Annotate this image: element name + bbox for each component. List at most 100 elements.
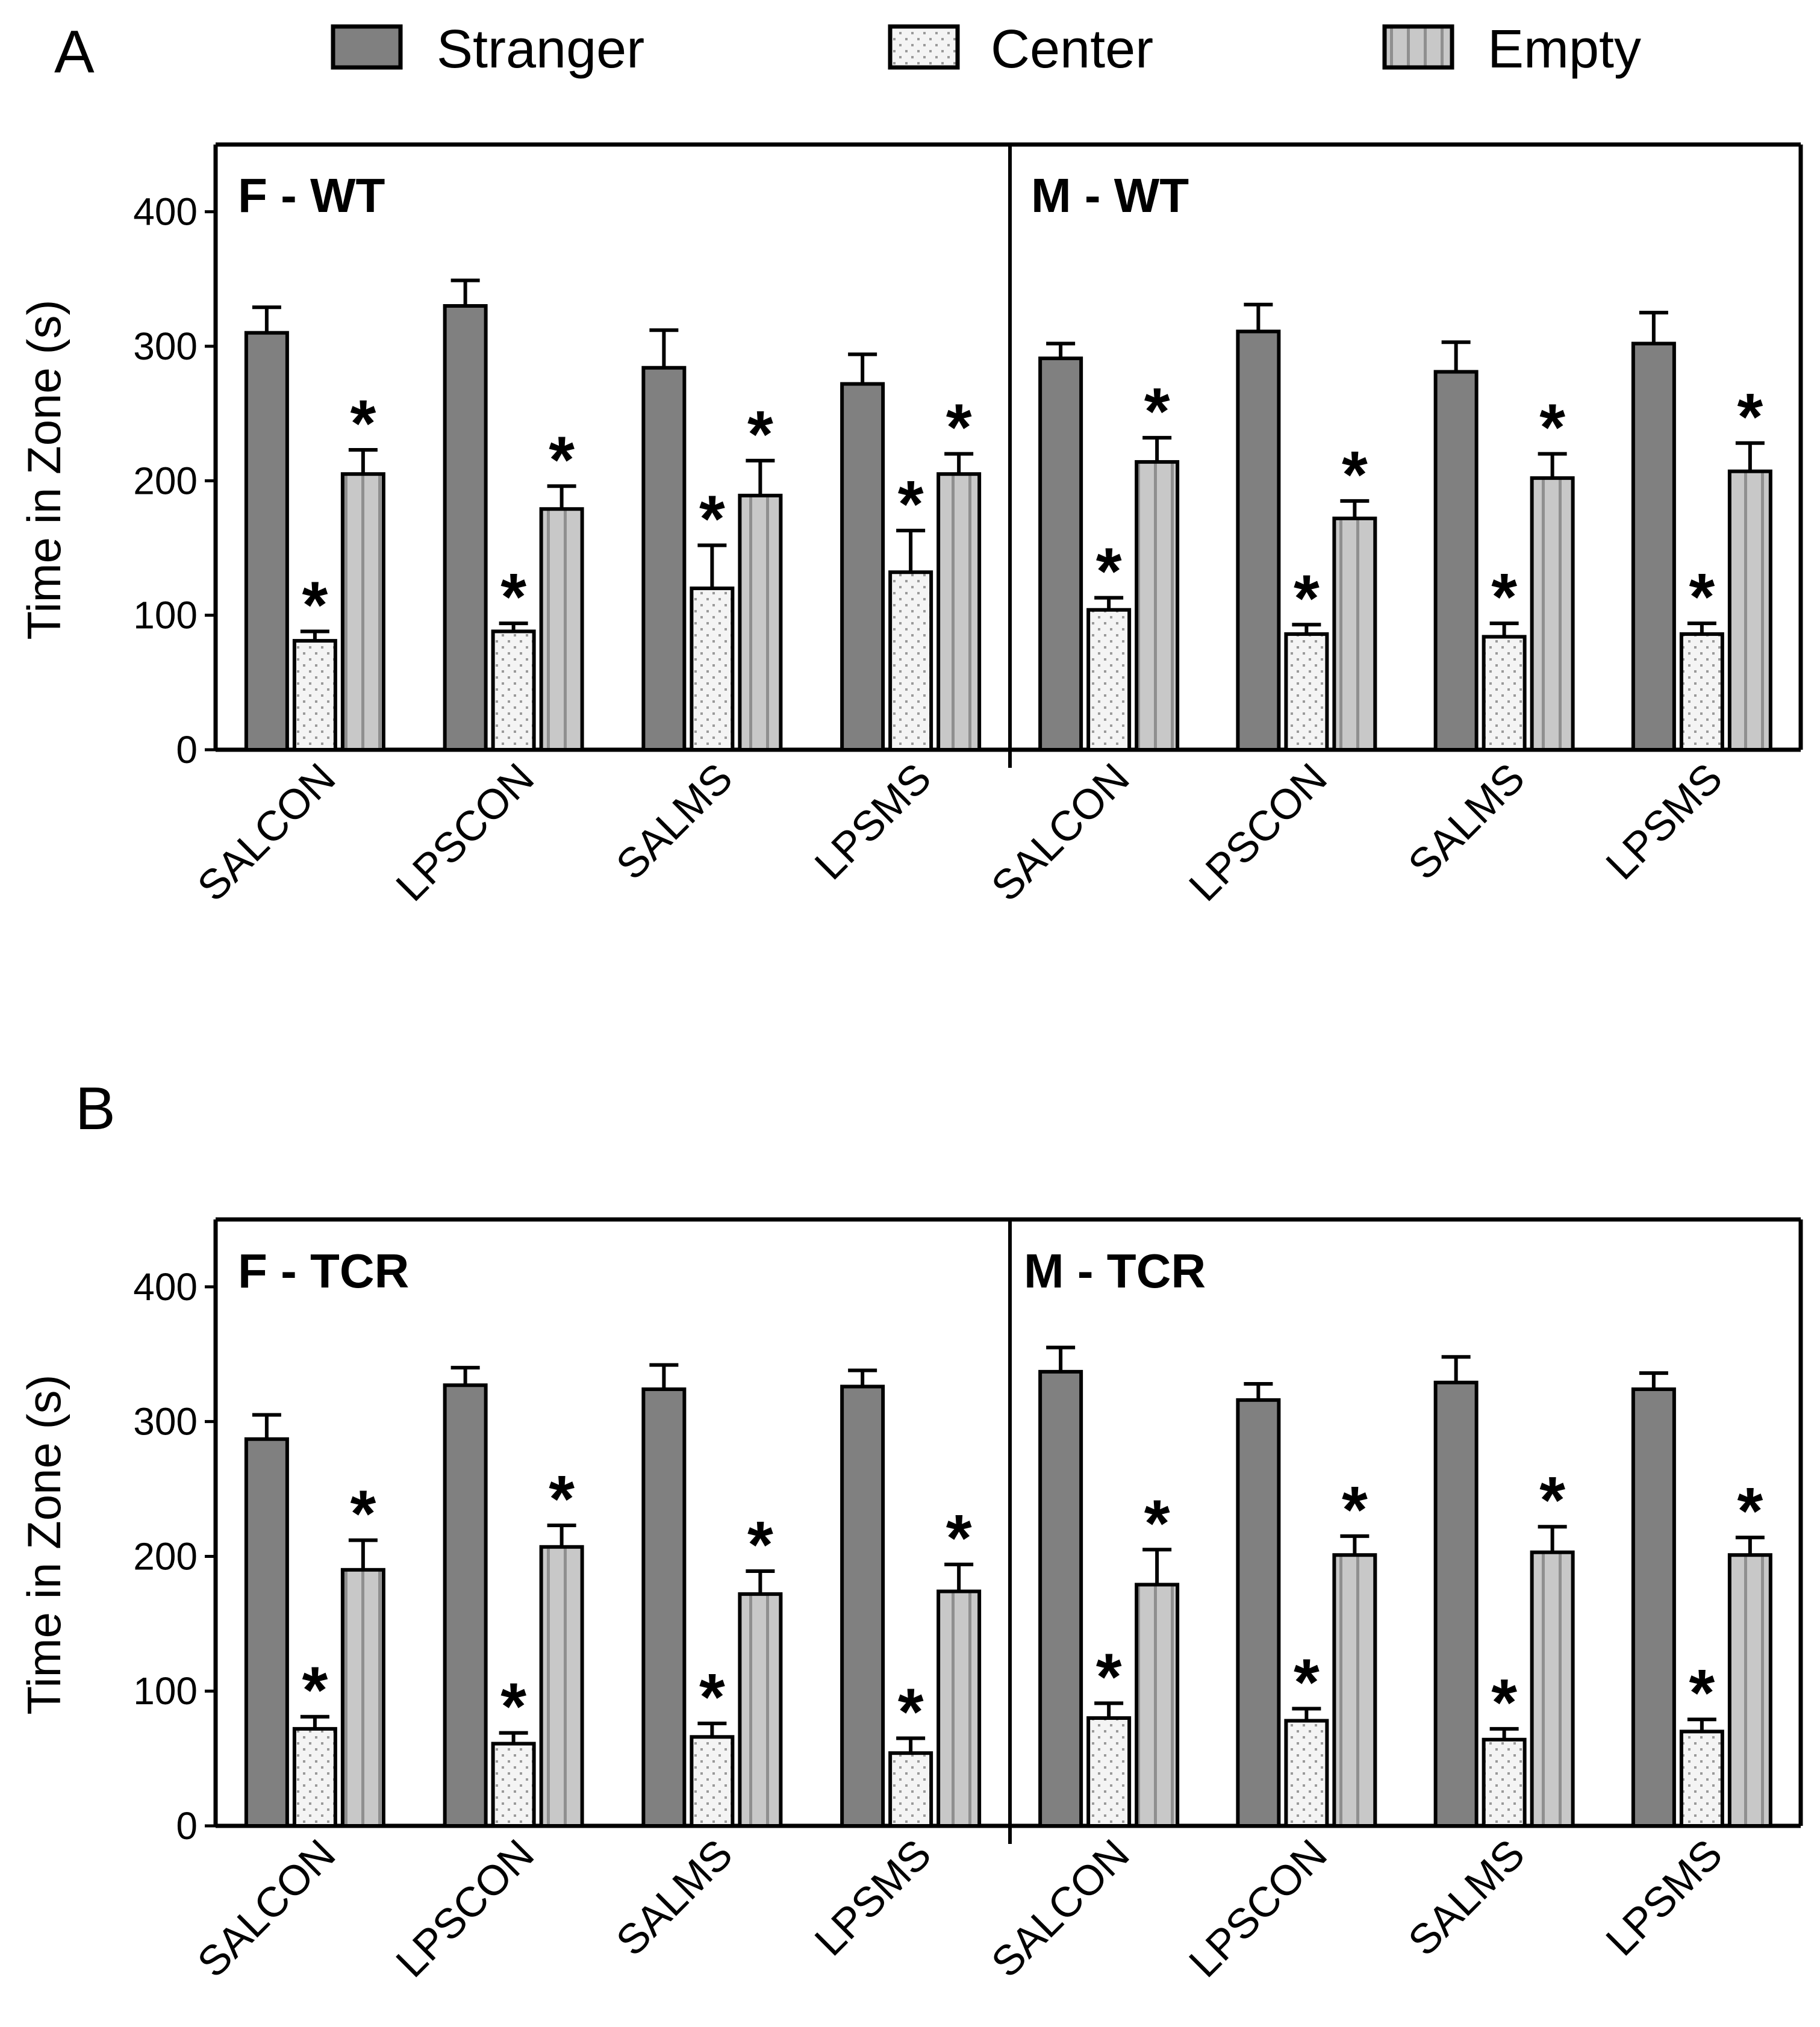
panel-a-plot: 0 100 200 300 400 * * SALCON * * LPSCON * * SALMS * * LP…: [133, 142, 1803, 910]
legend-label-stranger: Stranger: [437, 19, 644, 79]
bar-center: [690, 1735, 735, 1828]
significance-star: *: [898, 467, 924, 541]
bar-stranger: [244, 331, 289, 752]
bar-stranger: [840, 382, 885, 752]
x-tick-label: SALMS: [1399, 1830, 1533, 1964]
legend-item-stranger: Stranger: [331, 19, 644, 79]
significance-star: *: [1144, 375, 1170, 449]
x-tick-label: SALMS: [607, 1830, 741, 1964]
bar-empty: [936, 472, 982, 752]
y-tick-label: 0: [176, 728, 198, 771]
significance-star: *: [350, 1477, 376, 1551]
significance-star: *: [1294, 1645, 1320, 1719]
significance-star: *: [1689, 560, 1715, 634]
x-tick-label: LPSCON: [387, 754, 543, 910]
significance-star: *: [1342, 438, 1368, 512]
bar-center: [491, 629, 536, 752]
significance-star: *: [1491, 560, 1517, 634]
bar-empty: [539, 1545, 584, 1828]
y-tick-label: 100: [133, 594, 198, 637]
y-axis-label: Time in Zone (s): [17, 1375, 70, 1715]
bar-center: [1284, 632, 1329, 752]
significance-star: *: [699, 482, 725, 556]
bar-center: [1482, 635, 1527, 752]
bar-stranger: [1631, 341, 1676, 752]
bar-center: [1679, 632, 1724, 752]
bar-empty: [1332, 1553, 1377, 1828]
x-tick-label: LPSCON: [1180, 754, 1336, 910]
bar-empty: [1530, 476, 1575, 752]
bar-empty: [1727, 469, 1772, 752]
significance-star: *: [302, 1654, 328, 1728]
bar-stranger: [443, 304, 488, 752]
bar-empty: [340, 1568, 385, 1828]
bar-center: [1086, 608, 1132, 752]
significance-star: *: [747, 1508, 773, 1582]
x-tick-label: LPSMS: [806, 754, 940, 888]
bar-center: [1284, 1719, 1329, 1828]
subplot-title-m-wt: M - WT: [1031, 169, 1189, 222]
y-tick-label: 0: [176, 1804, 198, 1848]
y-tick-label: 100: [133, 1669, 198, 1713]
significance-star: *: [898, 1675, 924, 1749]
significance-star: *: [1539, 1463, 1565, 1537]
panel-b-y-label: Time in Zone (s): [17, 1375, 70, 1715]
bar-center: [292, 1727, 337, 1828]
bar-stranger: [1433, 1380, 1479, 1828]
bar-stranger: [1038, 357, 1083, 752]
significance-star: *: [699, 1660, 725, 1734]
bar-stranger: [1236, 329, 1281, 752]
significance-star: *: [1342, 1473, 1368, 1547]
bar-empty: [1727, 1553, 1772, 1828]
panel-b: B Time in Zone (s) 0 100 200 300 400 * * SALCON…: [17, 1075, 1803, 1986]
bar-stranger: [641, 366, 687, 752]
x-tick-label: SALMS: [607, 754, 741, 888]
bar-stranger: [641, 1387, 687, 1828]
legend-swatch-stranger: [331, 24, 403, 70]
panel-letter-b: B: [75, 1075, 116, 1142]
y-tick-label: 400: [133, 190, 198, 234]
panel-b-plot: 0 100 200 300 400 * * SALCON * * LPSCON * * SALMS * * LP…: [133, 1217, 1803, 1986]
panel-a: A Time in Zone (s) 0 100 200 300 400 * * SALCON…: [17, 18, 1803, 910]
significance-star: *: [302, 568, 328, 642]
legend-label-center: Center: [991, 19, 1153, 79]
significance-star: *: [1689, 1656, 1715, 1730]
x-tick-label: LPSMS: [806, 1830, 940, 1964]
bar-empty: [1530, 1550, 1575, 1828]
bar-empty: [1135, 460, 1180, 752]
x-tick-label: SALMS: [1399, 754, 1533, 888]
legend-swatch-center: [888, 24, 960, 70]
panel-a-y-label: Time in Zone (s): [17, 300, 70, 640]
x-tick-label: LPSCON: [387, 1830, 543, 1986]
subplot-title-f-wt: F - WT: [238, 169, 385, 222]
significance-star: *: [1539, 391, 1565, 465]
bar-center: [491, 1742, 536, 1828]
y-tick-label: 200: [133, 1534, 198, 1578]
significance-star: *: [1491, 1666, 1517, 1740]
x-tick-label: SALCON: [189, 1830, 344, 1986]
y-tick-label: 200: [133, 459, 198, 502]
x-tick-label: SALCON: [982, 754, 1138, 910]
significance-star: *: [946, 1501, 972, 1575]
significance-star: *: [500, 560, 526, 634]
legend: Stranger Center Empty: [331, 19, 1641, 79]
x-tick-label: SALCON: [982, 1830, 1138, 1986]
bar-center: [1679, 1730, 1724, 1828]
significance-star: *: [1144, 1486, 1170, 1560]
significance-star: *: [946, 391, 972, 465]
panel-letter-a: A: [54, 18, 95, 86]
bar-center: [888, 1751, 933, 1828]
bar-stranger: [244, 1437, 289, 1828]
significance-star: *: [1737, 380, 1763, 454]
bar-empty: [738, 493, 783, 752]
bar-empty: [1135, 1583, 1180, 1828]
significance-star: *: [350, 387, 376, 461]
bar-center: [690, 587, 735, 752]
significance-star: *: [747, 397, 773, 472]
significance-star: *: [549, 423, 575, 497]
bar-stranger: [443, 1383, 488, 1828]
legend-item-center: Center: [888, 19, 1153, 79]
x-tick-label: LPSMS: [1597, 1830, 1731, 1964]
legend-item-empty: Empty: [1382, 19, 1641, 79]
